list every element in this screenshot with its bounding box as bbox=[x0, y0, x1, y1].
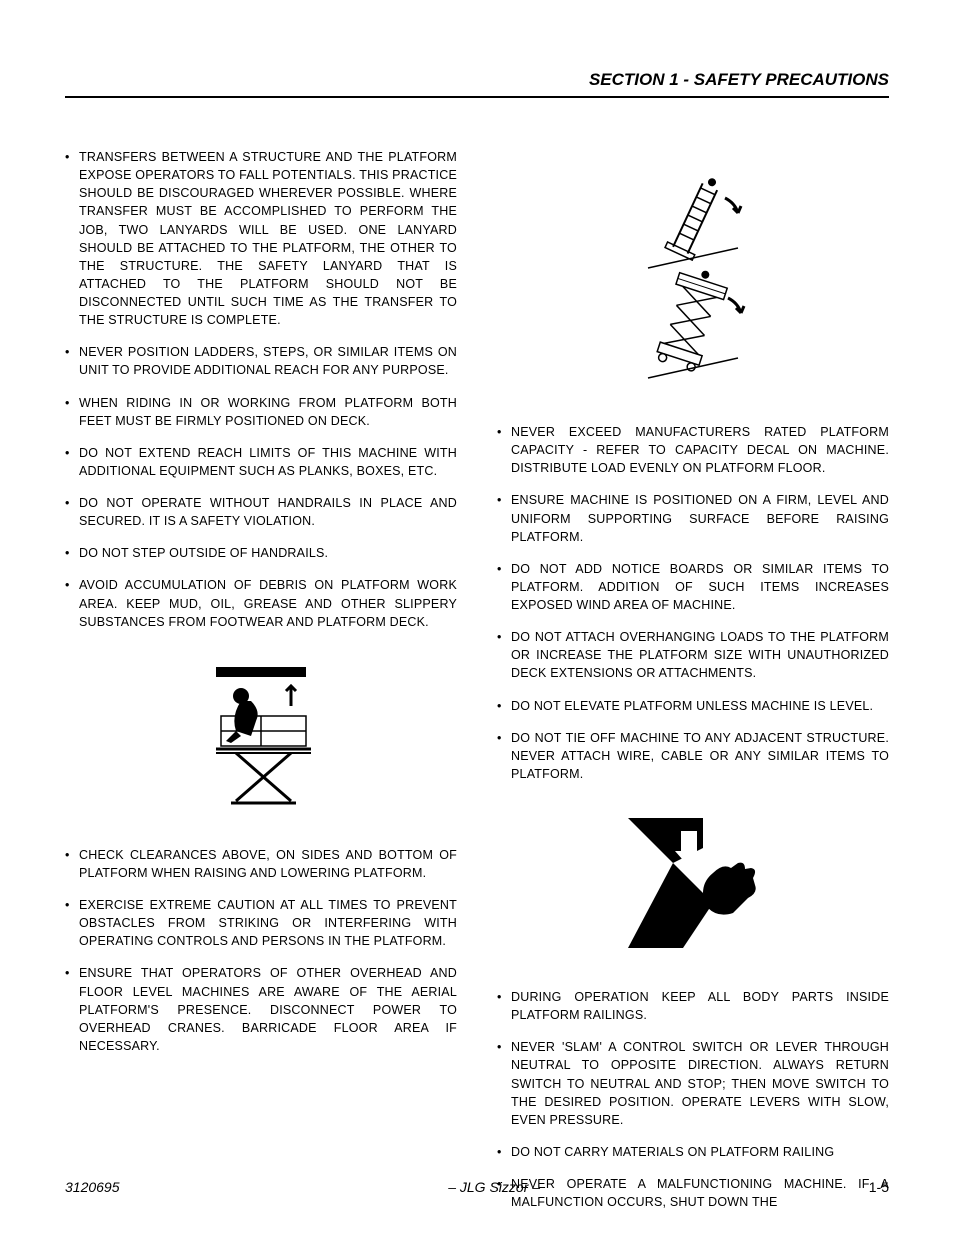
left-column: TRANSFERS BETWEEN A STRUCTURE AND THE PL… bbox=[65, 148, 457, 1225]
left-bullets-a: TRANSFERS BETWEEN A STRUCTURE AND THE PL… bbox=[65, 148, 457, 631]
bullet: NEVER 'SLAM' A CONTROL SWITCH OR LEVER T… bbox=[497, 1038, 889, 1129]
content-columns: TRANSFERS BETWEEN A STRUCTURE AND THE PL… bbox=[65, 148, 889, 1225]
bullet: NEVER EXCEED MANUFACTURERS RATED PLATFOR… bbox=[497, 423, 889, 477]
footer-center: – JLG Sizzor – bbox=[448, 1179, 540, 1195]
footer-left: 3120695 bbox=[65, 1179, 120, 1195]
crush-hazard-icon bbox=[65, 661, 457, 816]
left-bullets-b: CHECK CLEARANCES ABOVE, ON SIDES AND BOT… bbox=[65, 846, 457, 1055]
right-bullets-a: NEVER EXCEED MANUFACTURERS RATED PLATFOR… bbox=[497, 423, 889, 783]
bullet: DO NOT ELEVATE PLATFORM UNLESS MACHINE I… bbox=[497, 697, 889, 715]
bullet: DO NOT EXTEND REACH LIMITS OF THIS MACHI… bbox=[65, 444, 457, 480]
bullet: NEVER POSITION LADDERS, STEPS, OR SIMILA… bbox=[65, 343, 457, 379]
bullet: DO NOT STEP OUTSIDE OF HANDRAILS. bbox=[65, 544, 457, 562]
right-column: NEVER EXCEED MANUFACTURERS RATED PLATFOR… bbox=[497, 148, 889, 1225]
bullet: AVOID ACCUMULATION OF DEBRIS ON PLATFORM… bbox=[65, 576, 457, 630]
bullet: CHECK CLEARANCES ABOVE, ON SIDES AND BOT… bbox=[65, 846, 457, 882]
bullet: ENSURE MACHINE IS POSITIONED ON A FIRM, … bbox=[497, 491, 889, 545]
bullet: DO NOT ADD NOTICE BOARDS OR SIMILAR ITEM… bbox=[497, 560, 889, 614]
bullet: WHEN RIDING IN OR WORKING FROM PLATFORM … bbox=[65, 394, 457, 430]
bullet: ENSURE THAT OPERATORS OF OTHER OVERHEAD … bbox=[65, 964, 457, 1055]
tipping-hazard-icon bbox=[497, 178, 889, 393]
pinch-hazard-icon bbox=[497, 813, 889, 958]
right-bullets-b: DURING OPERATION KEEP ALL BODY PARTS INS… bbox=[497, 988, 889, 1211]
section-header: SECTION 1 - SAFETY PRECAUTIONS bbox=[65, 70, 889, 98]
footer-right: 1-5 bbox=[869, 1179, 889, 1195]
bullet: DO NOT TIE OFF MACHINE TO ANY ADJACENT S… bbox=[497, 729, 889, 783]
page-footer: 3120695 – JLG Sizzor – 1-5 bbox=[65, 1179, 889, 1195]
bullet: DURING OPERATION KEEP ALL BODY PARTS INS… bbox=[497, 988, 889, 1024]
bullet: TRANSFERS BETWEEN A STRUCTURE AND THE PL… bbox=[65, 148, 457, 329]
bullet: EXERCISE EXTREME CAUTION AT ALL TIMES TO… bbox=[65, 896, 457, 950]
bullet: DO NOT OPERATE WITHOUT HANDRAILS IN PLAC… bbox=[65, 494, 457, 530]
bullet: DO NOT ATTACH OVERHANGING LOADS TO THE P… bbox=[497, 628, 889, 682]
bullet: DO NOT CARRY MATERIALS ON PLATFORM RAILI… bbox=[497, 1143, 889, 1161]
